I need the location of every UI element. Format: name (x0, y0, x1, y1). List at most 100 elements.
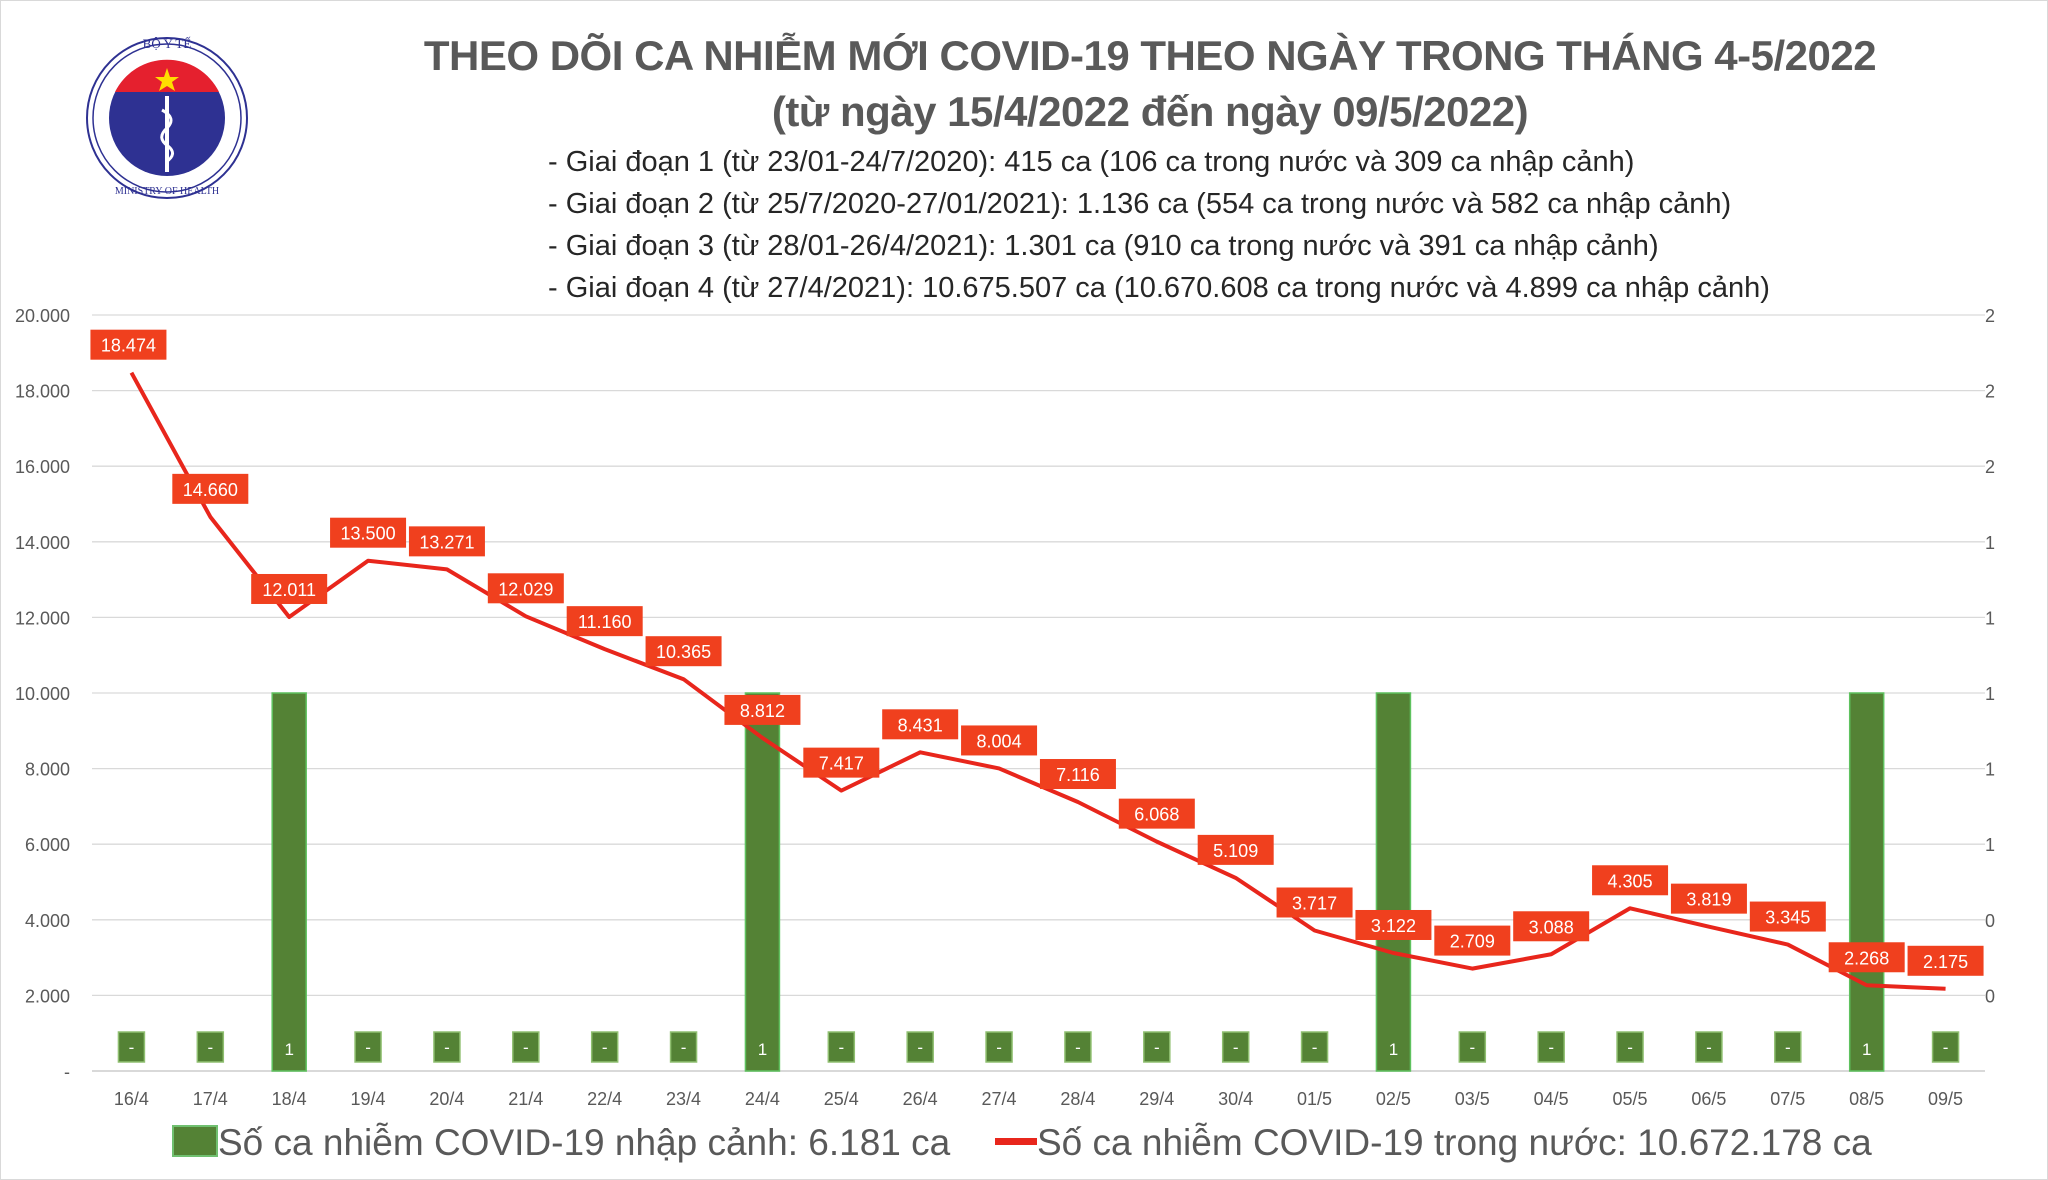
data-label: 2.268 (1844, 948, 1889, 968)
data-label: 2.175 (1923, 952, 1968, 972)
x-tick-label: 28/4 (1060, 1089, 1095, 1109)
x-tick-label: 30/4 (1218, 1089, 1253, 1109)
y-right-tick-label: 0 (1985, 986, 1995, 1006)
import-bar-label: - (838, 1038, 844, 1057)
x-tick-label: 27/4 (982, 1089, 1017, 1109)
import-bar-label: - (129, 1038, 135, 1057)
data-label-box (1670, 883, 1747, 914)
y-right-tick-label: 1 (1985, 533, 1995, 553)
import-bar (827, 1031, 856, 1063)
data-label-box (724, 694, 801, 725)
domestic-cases-line (129, 371, 1946, 991)
import-bar (433, 1031, 461, 1063)
y-left-tick-label: 8.000 (25, 760, 70, 780)
import-bar-label: - (681, 1038, 687, 1057)
y-right-tick-label: 0 (1985, 911, 1995, 931)
data-label: 11.160 (578, 612, 632, 632)
y-left-tick-label: 4.000 (25, 911, 70, 931)
x-tick-label: 09/5 (1928, 1089, 1963, 1109)
data-label: 3.122 (1371, 916, 1416, 936)
import-bar-label: - (1312, 1038, 1318, 1057)
data-label-box (487, 573, 564, 604)
import-bar-label: - (207, 1038, 213, 1057)
data-label-box (251, 573, 328, 604)
data-label-box (882, 709, 959, 740)
y-right-tick-label: 1 (1985, 760, 1995, 780)
import-bar (271, 692, 307, 1072)
x-tick-label: 05/5 (1613, 1089, 1648, 1109)
import-bar (744, 692, 781, 1072)
data-label-box (172, 473, 249, 504)
import-bar (1221, 1031, 1250, 1063)
x-tick-label: 02/5 (1376, 1089, 1411, 1109)
y-left-tick-label: 2.000 (25, 986, 70, 1006)
data-label-box (1197, 834, 1274, 865)
import-bar (590, 1031, 619, 1063)
y-left-tick-label: 6.000 (25, 835, 70, 855)
y-right-tick-label: 1 (1985, 684, 1995, 704)
x-tick-label: 24/4 (745, 1089, 780, 1109)
import-bar (1064, 1031, 1092, 1063)
y-right-tick-label: 1 (1985, 608, 1995, 628)
legend-label-imported: Số ca nhiễm COVID-19 nhập cảnh: 6.181 ca (218, 1122, 951, 1163)
ministry-of-health-logo: BỘ Y TẾ MINISTRY OF HEALTH (86, 36, 248, 199)
import-bar-label: - (602, 1038, 608, 1057)
y-right-tick-label: 2 (1985, 457, 1995, 477)
import-bar-label: - (365, 1038, 371, 1057)
y-left-tick-label: 10.000 (15, 684, 70, 704)
import-bar-label: - (996, 1038, 1002, 1057)
x-tick-label: 29/4 (1139, 1089, 1174, 1109)
import-bar-label: - (1785, 1038, 1791, 1057)
data-label-box (803, 747, 880, 778)
y-right-tick-label: 2 (1985, 306, 1995, 326)
data-label: 8.004 (977, 731, 1022, 751)
import-bar (1774, 1031, 1802, 1063)
import-bar (117, 1031, 146, 1063)
y-right-tick-label: 2 (1985, 382, 1995, 402)
import-bar-label: - (1233, 1038, 1239, 1057)
import-bar-label: - (1627, 1038, 1633, 1057)
import-bar (196, 1031, 225, 1063)
data-label: 8.812 (740, 701, 785, 721)
data-label: 3.819 (1686, 890, 1731, 910)
x-tick-label: 03/5 (1455, 1089, 1490, 1109)
data-label: 12.029 (498, 579, 553, 599)
data-label-box (1749, 901, 1826, 932)
data-label: 14.660 (183, 480, 238, 500)
logo-bottom-text: MINISTRY OF HEALTH (115, 186, 219, 197)
data-label: 5.109 (1213, 841, 1258, 861)
data-label-box (1118, 798, 1195, 829)
import-bar (1537, 1031, 1565, 1063)
data-label-box (1513, 911, 1590, 942)
x-tick-label: 01/5 (1297, 1089, 1332, 1109)
import-bar (1695, 1031, 1723, 1063)
data-label: 7.417 (819, 754, 864, 774)
legend-swatch-red (995, 1138, 1037, 1145)
phase-1-text: - Giai đoạn 1 (từ 23/01-24/7/2020): 415 … (548, 146, 1635, 178)
data-label: 2.709 (1450, 932, 1495, 952)
import-bar-label: 1 (1389, 1040, 1398, 1059)
legend-item-domestic: Số ca nhiễm COVID-19 trong nước: 10.672.… (995, 1122, 1872, 1164)
y-left-tick-label: 20.000 (15, 306, 70, 326)
import-bar (1375, 692, 1412, 1072)
data-label: 13.271 (419, 532, 474, 552)
data-label: 18.474 (101, 336, 156, 356)
import-bar (1458, 1031, 1487, 1063)
data-label-box (1039, 759, 1116, 790)
data-label-box (1907, 945, 1984, 976)
x-tick-label: 18/4 (272, 1089, 307, 1109)
data-label-box (961, 725, 1038, 756)
import-bar-label: - (1943, 1038, 1949, 1057)
import-bar-label: 1 (284, 1040, 293, 1059)
import-bar-label: - (444, 1038, 450, 1057)
data-label-box (90, 329, 167, 360)
data-label: 3.717 (1292, 893, 1337, 913)
data-label: 3.088 (1529, 917, 1574, 937)
import-bar-label: - (1469, 1038, 1475, 1057)
x-tick-label: 07/5 (1770, 1089, 1805, 1109)
logo-top-text: BỘ Y TẾ (143, 36, 192, 51)
x-tick-label: 06/5 (1691, 1089, 1726, 1109)
data-label-box (645, 636, 722, 667)
data-label-box (566, 606, 643, 637)
